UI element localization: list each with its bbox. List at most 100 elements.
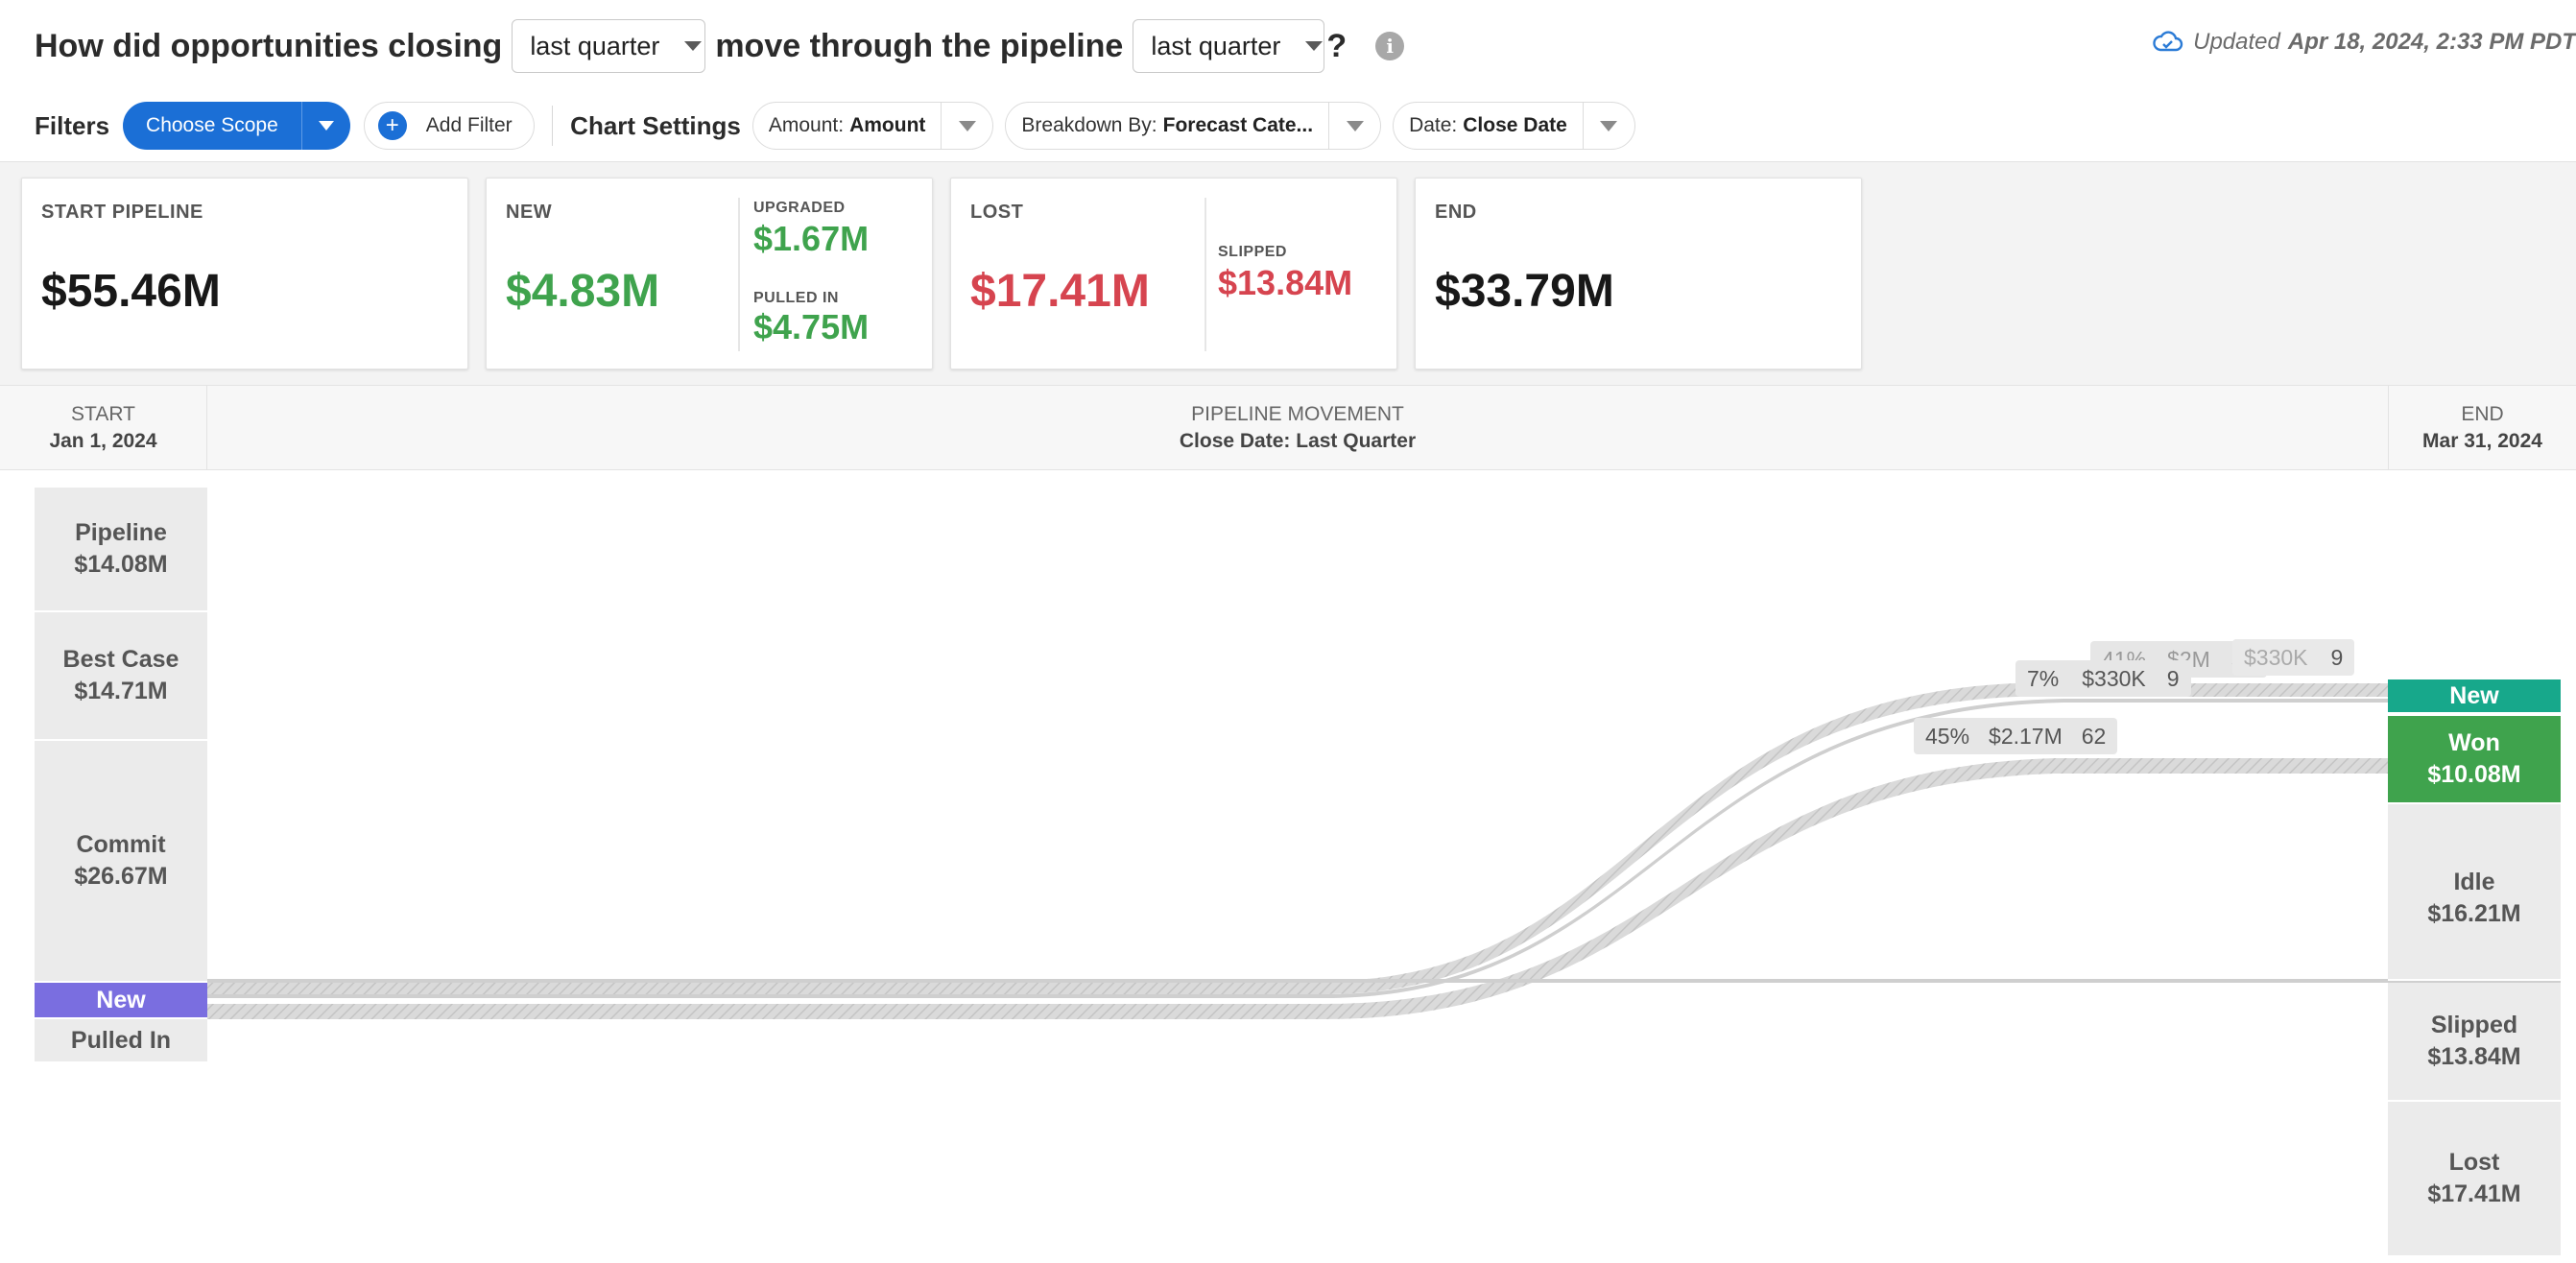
new-card: NEW $4.83M UPGRADED $1.67M PULLED IN $4.… [486, 178, 933, 369]
flow-line-idle[interactable] [207, 979, 2561, 983]
divider [1205, 198, 1206, 351]
start-segment-pulled-in[interactable]: Pulled In [35, 1019, 207, 1061]
flow-pct: 45% [1925, 723, 1970, 749]
start-segment-commit[interactable]: Commit $26.67M [35, 741, 207, 983]
pulled-in-value: $4.75M [753, 307, 870, 346]
plus-icon: + [377, 111, 407, 140]
start-segment-best-case[interactable]: Best Case $14.71M [35, 612, 207, 741]
setting-value: Amount [849, 114, 926, 136]
flow-count: 9 [2166, 665, 2180, 691]
choose-scope-label[interactable]: Choose Scope [123, 102, 302, 150]
flow-amount: $330K [2082, 665, 2146, 691]
flow-pct: 7% [2027, 665, 2060, 691]
updated-label: Updated [2193, 29, 2280, 55]
start-column-header: START Jan 1, 2024 [0, 386, 207, 470]
segment-label: Best Case [62, 646, 179, 673]
chevron-down-icon[interactable] [941, 103, 992, 149]
slipped-value: $13.84M [1218, 263, 1353, 302]
start-pipeline-card: START PIPELINE $55.46M [21, 178, 468, 369]
add-filter-label: Add Filter [425, 114, 513, 136]
end-segment-won[interactable]: Won $10.08M [2388, 716, 2561, 804]
card-value: $55.46M [41, 266, 221, 317]
question-text-1: How did opportunities closing [35, 27, 503, 64]
column-header: START Jan 1, 2024 PIPELINE MOVEMENT Clos… [0, 386, 2576, 470]
end-segment-idle[interactable]: Idle $16.21M [2388, 804, 2561, 981]
divider [738, 198, 740, 351]
end-segment-lost[interactable]: Lost $17.41M [2388, 1102, 2561, 1255]
chevron-down-icon [684, 41, 703, 51]
question-text-2: move through the pipeline [715, 27, 1124, 64]
updated-value: Apr 18, 2024, 2:33 PM PDT [2287, 29, 2576, 55]
end-segment-slipped[interactable]: Slipped $13.84M [2388, 983, 2561, 1102]
summary-band: START PIPELINE $55.46M NEW $4.83M UPGRAD… [0, 161, 2576, 386]
upgraded-label: UPGRADED [753, 200, 846, 216]
info-icon[interactable]: i [1375, 32, 1405, 60]
segment-label: New [96, 986, 146, 1013]
pulled-in-label: PULLED IN [753, 290, 839, 306]
upgraded-value: $1.67M [753, 219, 870, 258]
segment-label: Pipeline [75, 519, 167, 546]
question-mark: ? [1326, 27, 1348, 64]
setting-key: Date: [1409, 114, 1458, 136]
cloud-icon [2153, 31, 2183, 52]
divider [551, 106, 554, 146]
flow-count: 62 [2081, 723, 2107, 749]
movement-column-header: PIPELINE MOVEMENT Close Date: Last Quart… [207, 386, 2388, 470]
start-segment-new[interactable]: New [35, 983, 207, 1019]
flow-label-won[interactable]: 45% $2.17M 62 [1914, 718, 2118, 754]
setting-value: Close Date [1463, 114, 1567, 136]
chart-settings-label: Chart Settings [570, 110, 741, 140]
end-segment-new[interactable]: New [2388, 679, 2561, 714]
flow-count: 9 [2330, 644, 2344, 670]
flow-label-mid[interactable]: 7% $330K 9 [2015, 660, 2191, 697]
filter-bar: Filters Choose Scope + Add Filter Chart … [35, 100, 1635, 152]
slipped-label: SLIPPED [1218, 244, 1287, 260]
start-segment-pipeline[interactable]: Pipeline $14.08M [35, 488, 207, 612]
lost-card: LOST $17.41M SLIPPED $13.84M [950, 178, 1397, 369]
segment-value: $26.67M [74, 863, 168, 890]
date-setting[interactable]: Date: Close Date [1393, 102, 1635, 150]
card-title: LOST [970, 202, 1024, 223]
segment-value: $10.08M [2427, 761, 2521, 788]
chevron-down-icon[interactable] [302, 102, 350, 150]
segment-value: $13.84M [2427, 1043, 2521, 1070]
end-column-header: END Mar 31, 2024 [2388, 386, 2576, 470]
card-title: START PIPELINE [41, 202, 203, 223]
setting-value: Forecast Cate... [1162, 114, 1314, 136]
chevron-down-icon [1305, 41, 1324, 51]
flow-amount: $330K [2244, 644, 2308, 670]
chevron-down-icon[interactable] [1328, 103, 1380, 149]
chevron-down-icon[interactable] [1582, 103, 1634, 149]
filters-label: Filters [35, 110, 110, 140]
period-select-closing[interactable]: last quarter [512, 19, 706, 73]
segment-label: New [2449, 681, 2499, 709]
flow-amount: $2.17M [1989, 723, 2063, 749]
card-title: NEW [506, 202, 553, 223]
segment-label: Commit [76, 831, 166, 858]
add-filter-button[interactable]: + Add Filter [363, 102, 535, 150]
start-date: Jan 1, 2024 [49, 430, 157, 452]
choose-scope-button[interactable]: Choose Scope [123, 102, 350, 150]
card-value: $33.79M [1435, 266, 1614, 317]
card-value: $4.83M [506, 266, 660, 317]
period-select-pipeline[interactable]: last quarter [1133, 19, 1325, 73]
segment-value: $14.08M [74, 551, 168, 578]
end-card: END $33.79M [1415, 178, 1862, 369]
end-title: END [2461, 403, 2504, 425]
flow-label-top-b[interactable]: $330K 9 [2232, 639, 2355, 676]
breakdown-setting[interactable]: Breakdown By: Forecast Cate... [1005, 102, 1382, 150]
segment-label: Lost [2448, 1149, 2500, 1176]
segment-label: Slipped [2430, 1012, 2518, 1038]
segment-value: $16.21M [2427, 900, 2521, 927]
amount-setting[interactable]: Amount: Amount [751, 102, 994, 150]
segment-label: Idle [2453, 869, 2495, 895]
period-select-closing-value: last quarter [530, 31, 660, 60]
setting-key: Amount: [768, 114, 845, 136]
start-title: START [71, 403, 135, 425]
card-value: $17.41M [970, 266, 1150, 317]
movement-subtitle: Close Date: Last Quarter [1179, 430, 1417, 452]
question-header: How did opportunities closing last quart… [35, 17, 1405, 75]
card-title: END [1435, 202, 1477, 223]
segment-value: $17.41M [2427, 1180, 2521, 1207]
